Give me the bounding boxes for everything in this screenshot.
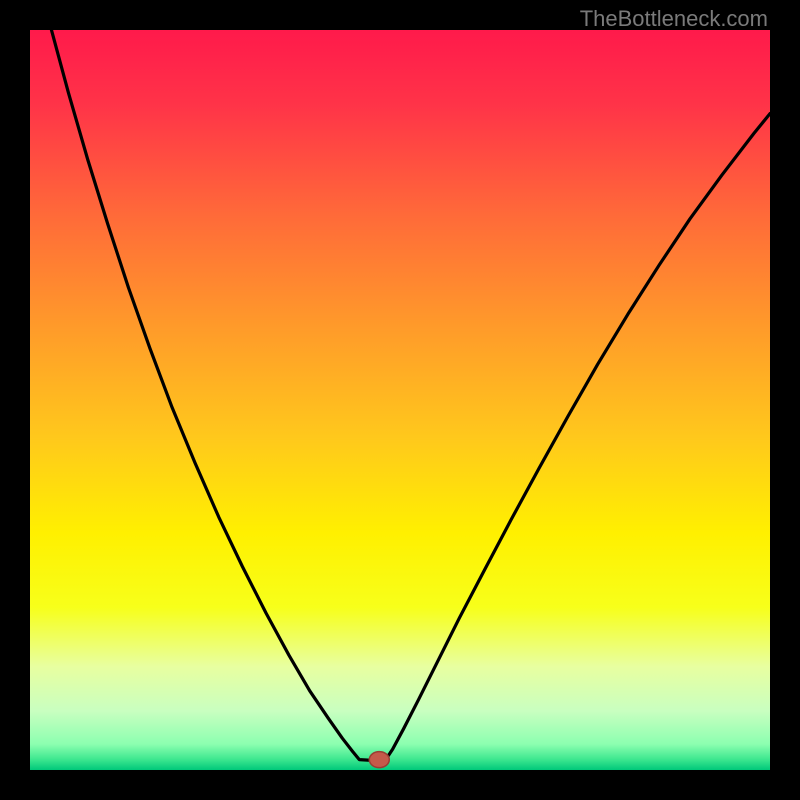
bottleneck-marker: [369, 752, 389, 768]
bottleneck-curve: [30, 30, 770, 770]
plot-area: [30, 30, 770, 770]
watermark-text: TheBottleneck.com: [580, 6, 768, 32]
v-curve-path: [51, 30, 770, 760]
